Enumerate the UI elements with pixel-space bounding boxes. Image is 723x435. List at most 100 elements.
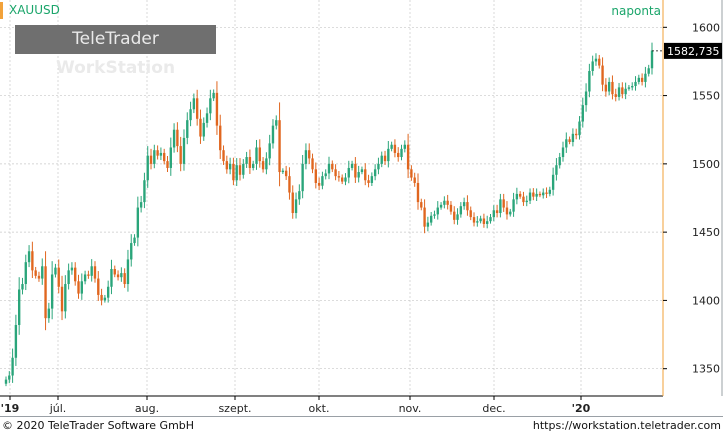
candle-body xyxy=(367,180,370,183)
candle-body xyxy=(284,170,288,177)
candle-body xyxy=(489,217,492,222)
candle-body xyxy=(344,177,347,182)
candle-body xyxy=(551,174,555,190)
candle-body xyxy=(383,155,387,162)
candle-body xyxy=(634,81,637,87)
candle-body xyxy=(100,294,103,301)
candle-body xyxy=(47,308,51,319)
candle-body xyxy=(44,266,47,319)
candle-body xyxy=(74,267,77,282)
candle-body xyxy=(469,210,472,218)
candle-body xyxy=(195,98,199,119)
y-tick-label: 1500 xyxy=(692,158,720,171)
x-tick-label: dec. xyxy=(482,402,505,415)
candle-body xyxy=(631,86,634,88)
candle-body xyxy=(311,158,314,170)
candle-body xyxy=(565,139,568,148)
candle-body xyxy=(317,182,321,186)
candle-body xyxy=(215,92,219,126)
candle-body xyxy=(288,176,291,193)
candle-body xyxy=(41,266,44,279)
candle-body xyxy=(90,266,93,276)
candle-body xyxy=(505,207,509,215)
logo-text-b: WorkStation xyxy=(55,58,176,78)
candle-body xyxy=(571,133,575,143)
candle-body xyxy=(532,192,535,197)
footer-bar: © 2020 TeleTrader Software GmbH https://… xyxy=(0,416,723,435)
candle-body xyxy=(614,94,617,97)
source-url[interactable]: https://workstation.teletrader.com xyxy=(532,419,721,432)
candle-body xyxy=(133,237,136,244)
candle-body xyxy=(261,161,265,170)
x-tick-label: nov. xyxy=(399,402,422,415)
candle-body xyxy=(179,146,182,164)
candle-body xyxy=(87,274,90,276)
candle-body xyxy=(499,199,502,214)
candle-body xyxy=(278,120,281,173)
candle-body xyxy=(360,169,364,173)
candle-body xyxy=(377,163,380,170)
candle-body xyxy=(153,150,156,164)
candle-body xyxy=(644,73,647,82)
candle-body xyxy=(77,281,80,294)
candle-body xyxy=(601,65,604,85)
candle-body xyxy=(604,84,608,92)
teletrader-logo: TeleTrader WorkStation xyxy=(15,25,216,78)
candle-body xyxy=(482,218,486,224)
candle-body xyxy=(149,155,153,164)
candle-body xyxy=(238,165,242,175)
x-tick-label: '20 xyxy=(572,402,591,415)
candle-body xyxy=(327,163,331,174)
candle-body xyxy=(598,58,601,66)
symbol-label[interactable]: XAUUSD xyxy=(0,2,60,19)
candle-body xyxy=(578,121,581,136)
candle-body xyxy=(548,189,552,194)
candle-body xyxy=(8,375,11,380)
plot-area xyxy=(0,0,663,396)
candle-body xyxy=(509,211,512,215)
candle-body xyxy=(110,269,113,287)
candle-body xyxy=(146,155,149,181)
x-tick-label: aug. xyxy=(135,402,159,415)
candle-body xyxy=(245,157,248,164)
candle-body xyxy=(4,379,8,384)
candle-body xyxy=(466,202,469,211)
candle-body xyxy=(624,88,627,95)
candle-body xyxy=(281,170,285,173)
candle-body xyxy=(347,167,350,178)
candle-body xyxy=(248,157,252,168)
candle-body xyxy=(397,152,400,158)
candle-body xyxy=(426,222,430,227)
candle-body xyxy=(354,163,357,178)
candle-body xyxy=(403,144,406,149)
candle-body xyxy=(271,125,275,144)
candle-body xyxy=(413,177,416,183)
candle-body xyxy=(331,163,334,170)
candle-body xyxy=(476,221,479,223)
x-axis-ticks: '19 júl. aug. szept. okt. nov. dec. '20 xyxy=(1,396,591,415)
candle-body xyxy=(27,251,31,263)
candle-body xyxy=(472,217,476,223)
candles xyxy=(4,42,654,387)
interval-label[interactable]: naponta xyxy=(611,4,661,18)
candle-body xyxy=(192,98,196,110)
candlestick-chart: 1350 1400 1450 1500 1550 1600 '19 júl. aug. szep… xyxy=(0,0,723,415)
candle-body xyxy=(334,169,337,177)
candle-body xyxy=(50,274,54,309)
candle-body xyxy=(202,122,205,137)
candle-body xyxy=(182,137,186,164)
candle-body xyxy=(222,150,225,162)
candle-body xyxy=(611,81,614,95)
y-tick-label: 1600 xyxy=(692,21,720,34)
candle-body xyxy=(156,150,159,156)
candle-body xyxy=(581,105,584,122)
candle-body xyxy=(54,267,57,275)
candle-body xyxy=(400,148,403,158)
candle-body xyxy=(24,262,27,285)
candle-body xyxy=(70,267,74,271)
candle-body xyxy=(406,144,410,170)
candle-body xyxy=(31,251,34,271)
candle-body xyxy=(337,176,341,178)
candle-body xyxy=(502,199,505,208)
candle-body xyxy=(591,61,594,72)
